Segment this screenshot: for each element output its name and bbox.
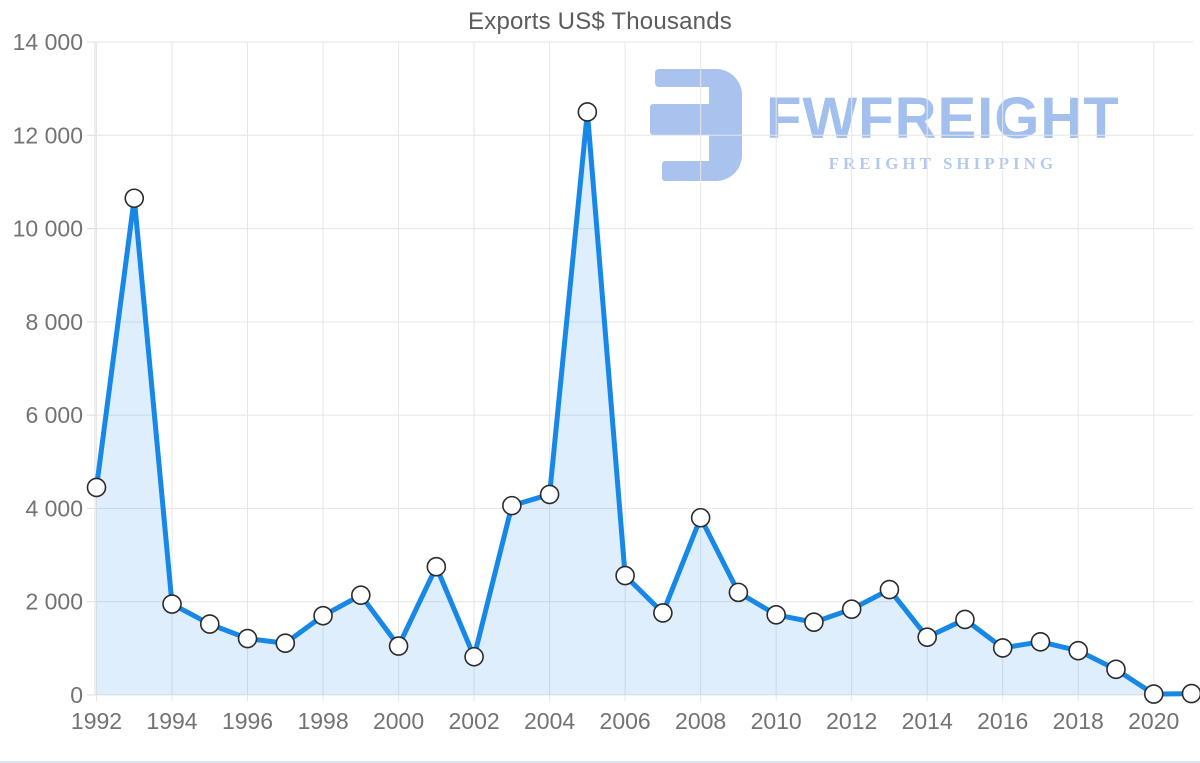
data-point <box>162 594 182 614</box>
y-tick-label: 8 000 <box>25 309 83 335</box>
x-tick-label: 2004 <box>524 708 575 734</box>
y-tick-label: 14 000 <box>13 29 83 55</box>
x-tick-label: 2008 <box>675 708 726 734</box>
x-tick-label: 2000 <box>373 708 424 734</box>
data-point <box>690 507 711 528</box>
data-point <box>728 582 749 603</box>
x-tick-label: 2012 <box>826 708 877 734</box>
data-point <box>766 604 786 625</box>
data-point <box>1068 640 1089 661</box>
data-point <box>426 556 447 577</box>
data-point <box>388 636 409 656</box>
data-point <box>1143 684 1164 704</box>
x-tick-label: 2020 <box>1128 708 1179 734</box>
data-point <box>199 614 220 634</box>
data-point <box>313 605 333 626</box>
data-point <box>804 612 824 633</box>
y-tick-label: 12 000 <box>13 122 83 148</box>
data-point <box>1030 632 1051 652</box>
data-point <box>955 609 975 630</box>
data-point <box>464 646 484 667</box>
data-point <box>351 585 371 605</box>
data-point <box>653 603 673 623</box>
data-point <box>992 638 1013 658</box>
x-axis-labels: 1992 1994 1996 1998 2000 2002 2004 2006 2008 2010… <box>71 708 1179 734</box>
gridlines <box>87 41 1193 701</box>
x-tick-label: 1994 <box>146 708 197 734</box>
data-point <box>917 627 937 647</box>
data-point <box>275 633 296 654</box>
data-point <box>1106 659 1126 680</box>
data-point <box>86 477 107 498</box>
x-tick-label: 2002 <box>449 708 500 734</box>
x-tick-label: 2016 <box>977 708 1028 734</box>
data-point <box>1181 683 1200 704</box>
data-point <box>577 102 598 122</box>
x-tick-label: 2014 <box>902 708 953 734</box>
x-tick-label: 1992 <box>71 708 122 734</box>
x-tick-label: 2018 <box>1053 708 1104 734</box>
series-area <box>96 111 1192 695</box>
y-tick-label: 10 000 <box>13 216 83 242</box>
series-markers <box>86 102 1200 704</box>
chart-title: Exports US$ Thousands <box>468 8 732 35</box>
data-point <box>615 565 635 586</box>
y-tick-label: 2 000 <box>25 589 83 615</box>
data-point <box>539 484 560 505</box>
x-tick-label: 1998 <box>297 708 348 734</box>
x-tick-label: 2010 <box>751 708 802 734</box>
x-tick-label: 1996 <box>222 708 273 734</box>
y-tick-label: 6 000 <box>25 402 83 428</box>
y-axis-labels: 0 2 000 4 000 6 000 8 000 10 000 12 000 14 000 <box>13 29 83 708</box>
data-point <box>502 495 522 516</box>
y-tick-label: 0 <box>70 682 83 708</box>
data-point <box>237 628 258 649</box>
x-tick-label: 2006 <box>600 708 651 734</box>
y-tick-label: 4 000 <box>25 495 83 521</box>
data-point <box>879 579 900 600</box>
data-point <box>124 188 145 209</box>
data-point <box>841 599 862 619</box>
